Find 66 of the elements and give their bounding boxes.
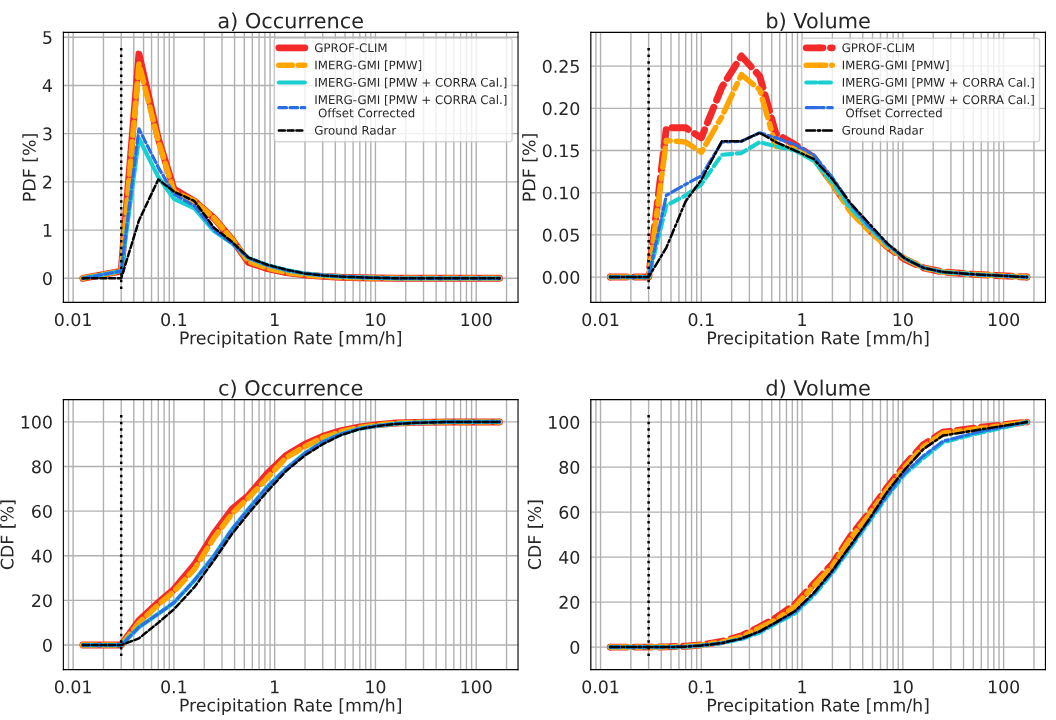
x-tick-label: 100 [988, 313, 1020, 327]
y-tick-label: 0.25 [542, 59, 579, 73]
chart-title: c) Occurrence [219, 379, 363, 399]
x-tick-label: 10 [366, 313, 386, 327]
legend-label: IMERG-GMI [PMW] [842, 60, 949, 71]
y-tick-label: 0 [43, 638, 52, 652]
y-tick-label: 0 [43, 272, 52, 286]
x-tick-label: 100 [988, 680, 1020, 694]
x-tick-label: 10 [893, 680, 913, 694]
legend-label: GPROF-CLIM [842, 43, 914, 53]
y-tick-label: 1 [43, 224, 52, 237]
x-tick-label: 1 [798, 680, 806, 694]
x-tick-label: 0.1 [688, 313, 714, 327]
chart-title: d) Volume [766, 379, 870, 399]
legend-label: Ground Radar [842, 125, 924, 135]
y-tick-label: 4 [42, 79, 52, 93]
chart-title: b) Volume [767, 12, 870, 31]
x-tick-label: 10 [893, 313, 913, 327]
x-tick-label: 1 [271, 313, 279, 327]
x-tick-label: 1 [271, 680, 279, 694]
x-axis-title: Precipitation Rate [mm/h] [180, 698, 401, 716]
legend-label: IMERG-GMI [PMW + CORRA Cal.] [842, 77, 1034, 89]
y-tick-label: 0.15 [542, 144, 579, 158]
y-tick-label: 2 [43, 175, 52, 189]
legend-label: IMERG-GMI [PMW + CORRA Cal.] [315, 77, 507, 89]
y-tick-label: 5 [43, 31, 52, 45]
y-tick-label: 40 [31, 549, 52, 563]
x-tick-label: 100 [461, 680, 492, 694]
y-tick-label: 0.20 [542, 102, 580, 116]
y-tick-label: 100 [549, 415, 580, 429]
y-tick-label: 0.10 [542, 186, 580, 200]
y-tick-label: 80 [32, 460, 52, 474]
x-tick-label: 0.1 [161, 680, 187, 694]
x-tick-label: 0.1 [161, 313, 187, 327]
y-axis-title: PDF [%] [22, 134, 38, 201]
x-axis-title: Precipitation Rate [mm/h] [708, 331, 929, 348]
y-tick-label: 100 [21, 415, 52, 429]
x-tick-label: 0.01 [54, 680, 91, 694]
y-tick-label: 0.05 [542, 228, 579, 242]
y-axis-title: PDF [%] [522, 134, 538, 201]
y-tick-label: 80 [559, 460, 580, 474]
y-tick-label: 20 [32, 594, 52, 608]
legend-label: IMERG-GMI [PMW] [315, 60, 422, 71]
y-tick-label: 0.00 [542, 270, 580, 284]
legend-label: IMERG-GMI [PMW + CORRA Cal.] Offset Corrected [315, 95, 507, 118]
y-tick-label: 3 [43, 127, 52, 141]
x-tick-label: 0.1 [688, 680, 714, 694]
x-tick-label: 0.01 [54, 313, 91, 327]
chart-title: a) Occurrence [218, 12, 363, 31]
y-tick-label: 60 [559, 505, 580, 519]
y-tick-label: 0 [570, 640, 580, 654]
y-axis-title: CDF [%] [0, 500, 16, 570]
x-tick-label: 0.01 [582, 313, 619, 327]
legend-label: Ground Radar [314, 125, 397, 135]
x-tick-label: 1 [798, 313, 806, 327]
y-tick-label: 20 [559, 595, 580, 609]
y-axis-title: CDF [%] [527, 500, 544, 570]
legend-label: GPROF-CLIM [314, 43, 387, 53]
x-axis-title: Precipitation Rate [mm/h] [708, 698, 929, 716]
legend-label: IMERG-GMI [PMW + CORRA Cal.] Offset Corrected [842, 95, 1034, 118]
y-tick-label: 40 [559, 550, 580, 564]
x-axis-title: Precipitation Rate [mm/h] [180, 331, 401, 348]
x-tick-label: 0.01 [582, 680, 619, 694]
y-tick-label: 60 [32, 504, 52, 519]
x-tick-label: 100 [461, 313, 492, 327]
x-tick-label: 10 [366, 680, 386, 694]
